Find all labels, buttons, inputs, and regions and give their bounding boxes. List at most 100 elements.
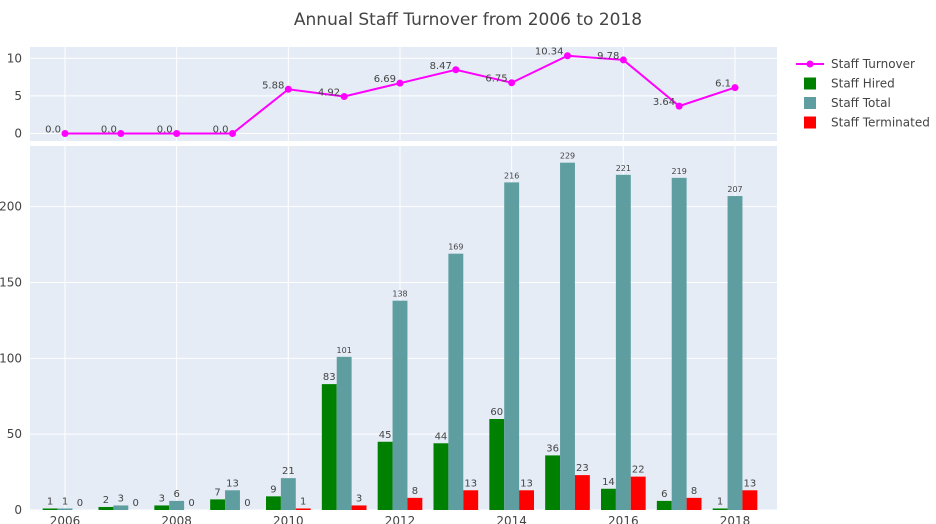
turnover-point — [619, 56, 627, 64]
bar-value-label: 169 — [448, 243, 463, 252]
bar-value-label: 8 — [412, 486, 418, 497]
top-y-tick-label: 0 — [14, 126, 22, 140]
bar-staff-terminated — [519, 490, 534, 510]
turnover-value-label: 9.78 — [597, 51, 619, 62]
legend-label: Staff Hired — [831, 77, 895, 91]
x-tick-label: 2014 — [496, 514, 527, 524]
bar-value-label: 2 — [103, 495, 109, 506]
bar-value-label: 219 — [672, 167, 687, 176]
bottom-y-tick-label: 50 — [7, 427, 22, 441]
bar-staff-terminated — [295, 508, 311, 510]
bar-value-label: 0 — [188, 498, 194, 509]
top-y-tick-label: 5 — [14, 89, 22, 103]
bar-staff-hired — [656, 500, 672, 510]
turnover-value-label: 6.69 — [374, 74, 396, 85]
bar-staff-hired — [433, 443, 449, 510]
bar-value-label: 216 — [504, 171, 519, 180]
bar-staff-total — [225, 490, 240, 510]
bar-value-label: 221 — [616, 164, 631, 173]
bar-staff-hired — [154, 505, 170, 510]
bar-staff-hired — [489, 419, 505, 510]
bottom-y-tick-label: 100 — [0, 351, 22, 365]
bar-staff-hired — [266, 496, 281, 510]
bar-staff-terminated — [742, 490, 758, 510]
bar-value-label: 13 — [226, 478, 239, 489]
bar-staff-terminated — [686, 497, 702, 510]
turnover-value-label: 0.0 — [101, 124, 117, 135]
bar-value-label: 7 — [214, 487, 220, 498]
turnover-point — [340, 92, 348, 100]
bar-value-label: 138 — [392, 290, 407, 299]
x-tick-label: 2018 — [720, 514, 751, 524]
bar-value-label: 23 — [576, 463, 589, 474]
turnover-point — [731, 84, 739, 92]
bar-value-label: 6 — [661, 489, 667, 500]
turnover-point — [508, 79, 516, 87]
turnover-value-label: 0.0 — [45, 124, 61, 135]
bar-value-label: 44 — [435, 431, 448, 442]
legend-bar-swatch — [804, 97, 816, 109]
bar-value-label: 45 — [379, 430, 392, 441]
bar-staff-hired — [321, 384, 337, 510]
bar-staff-hired — [377, 441, 393, 510]
bar-staff-total — [392, 300, 408, 510]
bar-value-label: 9 — [270, 484, 276, 495]
turnover-point — [452, 66, 460, 74]
x-tick-label: 2012 — [385, 514, 416, 524]
turnover-value-label: 4.92 — [318, 87, 340, 98]
legend: Staff Turnover Staff Hired Staff Total Staf… — [796, 57, 930, 130]
bar-staff-hired — [601, 488, 616, 510]
x-tick-label: 2016 — [608, 514, 639, 524]
legend-label: Staff Terminated — [831, 116, 930, 130]
bar-value-label: 13 — [520, 478, 533, 489]
bar-staff-hired — [712, 508, 728, 510]
turnover-value-label: 3.64 — [653, 97, 675, 108]
x-tick-label: 2010 — [273, 514, 304, 524]
bar-value-label: 207 — [727, 185, 742, 194]
bar-staff-terminated — [351, 505, 367, 510]
turnover-value-label: 10.34 — [535, 47, 564, 58]
bar-staff-total — [113, 505, 129, 510]
bar-value-label: 3 — [118, 493, 124, 504]
bar-value-label: 60 — [490, 407, 503, 418]
bottom-y-tick-label: 0 — [14, 503, 22, 517]
turnover-point — [564, 52, 571, 60]
turnover-value-label: 8.47 — [430, 61, 452, 72]
bar-value-label: 36 — [546, 443, 559, 454]
bar-value-label: 14 — [602, 477, 615, 488]
bar-value-label: 1 — [717, 496, 723, 507]
bar-value-label: 0 — [133, 498, 139, 509]
bottom-y-tick-label: 150 — [0, 276, 22, 290]
turnover-point — [396, 79, 404, 87]
bar-value-label: 3 — [356, 493, 362, 504]
bar-staff-total — [448, 253, 464, 510]
turnover-point — [61, 129, 69, 137]
bar-value-label: 13 — [744, 478, 757, 489]
turnover-value-label: 0.0 — [213, 124, 229, 135]
bar-value-label: 13 — [464, 478, 477, 489]
bar-staff-hired — [98, 506, 114, 510]
bottom-panel-bar-chart: 2006 2008 2010 2012 2014 2016 2018050100150200… — [0, 146, 777, 524]
bar-staff-hired — [545, 455, 561, 510]
turnover-value-label: 0.0 — [157, 124, 173, 135]
bottom-y-tick-label: 200 — [0, 200, 22, 214]
bar-staff-total — [504, 182, 520, 510]
bar-staff-terminated — [463, 490, 479, 510]
turnover-value-label: 6.1 — [715, 79, 731, 90]
x-tick-label: 2008 — [161, 514, 192, 524]
bar-staff-total — [671, 177, 687, 510]
top-plot-background — [30, 47, 777, 141]
turnover-point — [117, 129, 125, 137]
bar-value-label: 0 — [244, 498, 250, 509]
turnover-point — [284, 85, 292, 93]
legend-bar-swatch — [804, 77, 816, 90]
bar-value-label: 229 — [560, 152, 575, 161]
bar-staff-terminated — [407, 497, 423, 510]
top-panel-line-chart: 0 5 10 0.0 0.0 0.0 0.0 5.88 4.92 6.69 8.47 6.75 10.3… — [7, 47, 777, 141]
bar-staff-total — [280, 478, 296, 510]
bar-value-label: 3 — [159, 493, 165, 504]
chart-title: Annual Staff Turnover from 2006 to 2018 — [294, 10, 642, 30]
bar-value-label: 83 — [323, 372, 336, 383]
bar-staff-terminated — [630, 476, 646, 510]
